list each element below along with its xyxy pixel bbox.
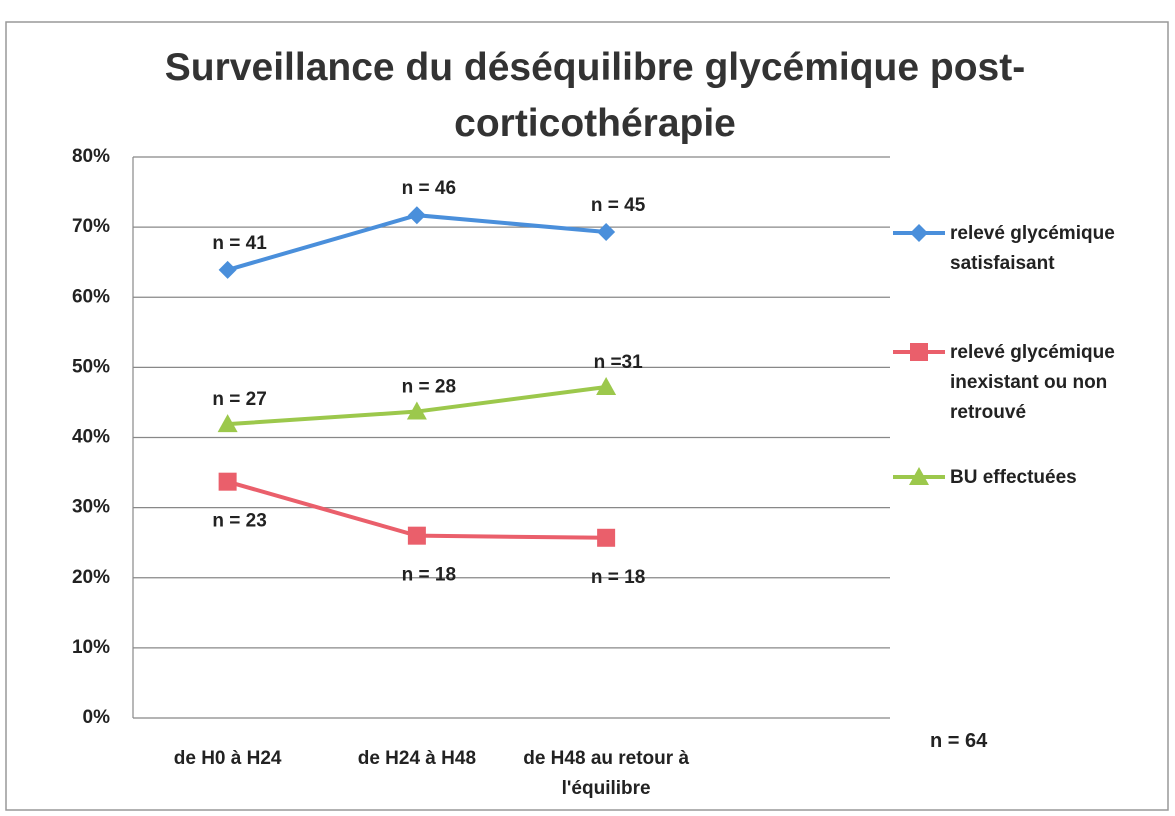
legend-label: relevé glycémique satisfaisant — [950, 223, 1115, 274]
data-label: n =31 — [594, 352, 644, 373]
marker — [596, 377, 617, 396]
data-label: n = 23 — [212, 511, 266, 532]
marker — [218, 260, 237, 279]
note: n = 64 — [930, 730, 988, 752]
data-label: n = 41 — [212, 233, 267, 254]
data-label: n = 28 — [402, 377, 456, 398]
marker — [217, 414, 238, 433]
x-tick-label: de H0 à H24 — [173, 748, 282, 769]
y-tick-label: 10% — [72, 637, 110, 658]
data-label: n = 27 — [212, 389, 266, 410]
legend-label: BU effectuées — [950, 467, 1077, 488]
marker — [597, 223, 616, 242]
y-tick-label: 50% — [72, 356, 110, 377]
y-tick-label: 70% — [72, 216, 110, 237]
data-label: n = 18 — [402, 565, 456, 586]
y-tick-label: 80% — [72, 146, 110, 167]
y-tick-label: 60% — [72, 286, 110, 307]
marker — [406, 401, 427, 420]
marker — [910, 224, 928, 242]
marker — [407, 526, 426, 545]
marker — [910, 343, 928, 361]
chart-title: Surveillance du déséquilibre glycémique … — [164, 46, 1026, 145]
marker — [407, 206, 426, 225]
data-label: n = 45 — [591, 195, 646, 216]
frame — [5, 21, 1169, 811]
x-tick-label: de H48 au retour à l'équilibre — [523, 748, 690, 799]
y-tick-label: 40% — [72, 427, 110, 448]
marker — [218, 472, 237, 491]
y-tick-label: 30% — [72, 497, 110, 518]
legend-label: relevé glycémique inexistant ou non retr… — [950, 342, 1115, 423]
marker — [909, 467, 929, 485]
marker — [597, 528, 616, 547]
y-tick-label: 0% — [83, 707, 111, 728]
data-label: n = 18 — [591, 567, 645, 588]
x-tick-label: de H24 à H48 — [357, 748, 477, 769]
y-tick-label: 20% — [72, 567, 110, 588]
data-label: n = 46 — [402, 178, 456, 199]
